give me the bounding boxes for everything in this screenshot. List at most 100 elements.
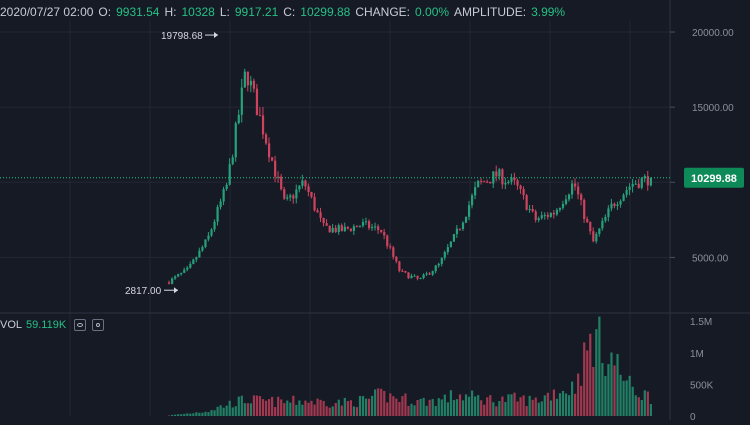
candle-body	[244, 72, 246, 88]
volume-bar	[232, 407, 234, 416]
candle-body	[468, 205, 470, 217]
candle-body	[350, 229, 352, 231]
last-price-label: 10299.88	[691, 173, 737, 185]
candle-body	[301, 180, 303, 185]
candle-body	[610, 204, 612, 209]
volume-bar	[326, 406, 328, 416]
volume-bar	[519, 397, 521, 416]
candle-body	[423, 275, 425, 278]
candle-body	[607, 208, 609, 216]
candle-body	[519, 186, 521, 189]
volume-bar	[183, 414, 185, 416]
candle-body	[168, 282, 170, 283]
volume-bar	[332, 406, 334, 416]
candle-body	[571, 183, 573, 194]
candle-body	[559, 208, 561, 210]
volume-bar	[216, 407, 218, 416]
candle-body	[313, 197, 315, 210]
candle-body	[616, 205, 618, 206]
volume-bar	[547, 393, 549, 416]
volume-bar	[320, 400, 322, 416]
volume-bar	[392, 396, 394, 416]
candle-body	[535, 211, 537, 220]
candle-body	[383, 232, 385, 236]
candle-body	[480, 181, 482, 182]
volume-bar	[538, 403, 540, 416]
high-annotation-label: 19798.68	[161, 31, 203, 42]
candle-body	[186, 268, 188, 270]
volume-bar	[213, 410, 215, 416]
candle-body	[438, 264, 440, 266]
volume-bar	[186, 413, 188, 416]
volume-bar	[435, 406, 437, 416]
volume-bar	[432, 399, 434, 416]
volume-bar	[535, 398, 537, 416]
volume-bar	[247, 403, 249, 416]
candle-body	[201, 247, 203, 251]
candle-body	[556, 210, 558, 215]
volume-bar	[220, 405, 222, 416]
candle-body	[632, 184, 634, 187]
candle-body	[544, 215, 546, 216]
candle-body	[241, 88, 243, 115]
volume-bar	[429, 400, 431, 416]
candle-body	[483, 181, 485, 182]
candle-body	[316, 210, 318, 212]
volume-bar	[450, 390, 452, 416]
volume-bar	[329, 408, 331, 416]
volume-bar	[489, 395, 491, 416]
volume-bar	[244, 403, 246, 416]
volume-bar	[274, 407, 276, 416]
candle-body	[562, 204, 564, 208]
candle-body	[592, 231, 594, 241]
volume-bar	[307, 403, 309, 416]
candle-body	[368, 221, 370, 228]
volume-bar	[444, 395, 446, 416]
volume-bar	[283, 403, 285, 416]
candle-body	[320, 212, 322, 218]
volume-tick-label: 1M	[690, 349, 704, 360]
volume-tick-label: 1.5M	[690, 317, 712, 328]
candle-body	[504, 183, 506, 184]
candle-body	[362, 222, 364, 226]
candle-body	[580, 194, 582, 200]
volume-bar	[192, 413, 194, 416]
volume-bar	[310, 401, 312, 416]
volume-bar	[619, 375, 621, 416]
candle-body	[329, 226, 331, 233]
candle-body	[613, 204, 615, 206]
candle-body	[268, 143, 270, 157]
volume-bar	[647, 392, 649, 416]
candle-body	[256, 89, 258, 115]
volume-bar	[356, 407, 358, 416]
volume-bar	[347, 401, 349, 416]
gear-icon[interactable]	[92, 319, 104, 331]
candle-body	[274, 161, 276, 177]
candle-body	[489, 182, 491, 184]
candle-body	[220, 201, 222, 207]
candle-body	[189, 264, 191, 268]
eye-icon[interactable]	[74, 319, 86, 331]
candle-body	[198, 251, 200, 258]
volume-bar	[486, 397, 488, 416]
volume-bar	[526, 406, 528, 416]
header-close-label: C:	[283, 5, 295, 19]
candle-body	[541, 215, 543, 218]
volume-bar	[371, 396, 373, 416]
header-high-label: H:	[164, 5, 176, 19]
volume-bar	[410, 404, 412, 416]
volume-bar	[223, 408, 225, 416]
volume-bar	[335, 403, 337, 416]
volume-bar	[204, 412, 206, 416]
candle-body	[304, 180, 306, 186]
volume-bar	[589, 334, 591, 416]
candle-body	[344, 227, 346, 231]
candle-body	[271, 157, 273, 160]
volume-bar	[426, 406, 428, 416]
header-low-value: 9917.21	[235, 5, 278, 19]
candle-body	[629, 187, 631, 190]
candle-body	[326, 223, 328, 226]
volume-bar	[277, 397, 279, 416]
